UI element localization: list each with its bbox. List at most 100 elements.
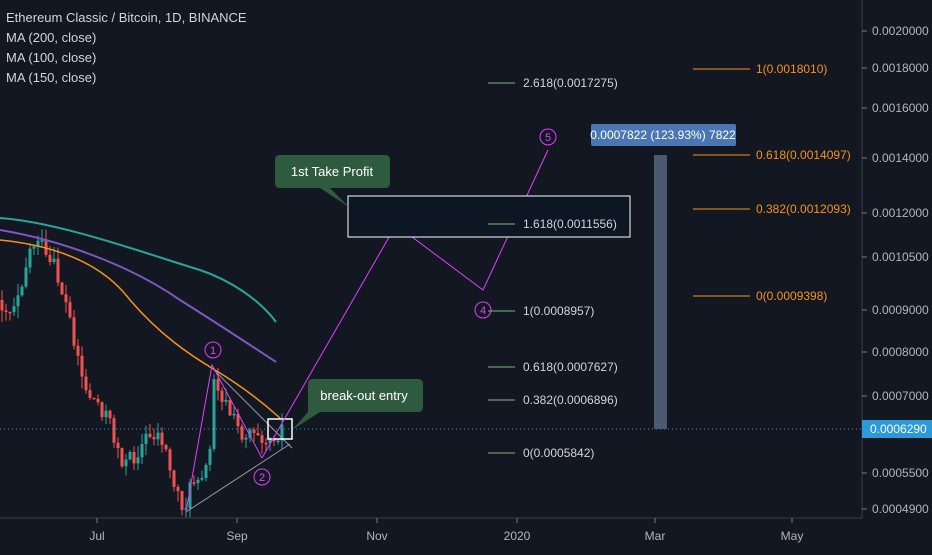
candle-body bbox=[0, 300, 4, 311]
take-profit-bubble bbox=[275, 155, 390, 207]
fib-right-label: 1(0.0018010) bbox=[756, 62, 827, 76]
take-profit-zone[interactable] bbox=[347, 195, 631, 238]
candle-body bbox=[188, 482, 192, 509]
candle-body bbox=[176, 486, 180, 492]
price-tick-label: 0.0018000 bbox=[872, 61, 929, 75]
price-tick-label: 0.0020000 bbox=[872, 24, 929, 38]
candle-body bbox=[200, 477, 204, 480]
time-tick-label: 2020 bbox=[504, 529, 531, 543]
candle-body bbox=[264, 442, 268, 445]
ma-100-line bbox=[0, 239, 281, 419]
candle-body bbox=[204, 464, 208, 478]
chart-legend: Ethereum Classic / Bitcoin, 1D, BINANCE … bbox=[6, 8, 247, 88]
take-profit-callout[interactable]: 1st Take Profit bbox=[275, 155, 390, 207]
candle-body bbox=[112, 418, 116, 443]
candle-body bbox=[72, 317, 76, 346]
candle-body bbox=[220, 390, 224, 402]
candle-body bbox=[236, 413, 240, 427]
measure-bar[interactable] bbox=[654, 155, 667, 429]
fib-right-label: 0(0.0009398) bbox=[756, 289, 827, 303]
candle-body bbox=[276, 440, 280, 443]
legend-ma-100[interactable]: MA (100, close) bbox=[6, 50, 97, 65]
current-price-tag[interactable] bbox=[862, 420, 932, 438]
ma-200-line bbox=[0, 217, 277, 323]
price-tick-label: 0.0012000 bbox=[872, 206, 929, 220]
candle-body bbox=[168, 449, 172, 471]
candle-body bbox=[272, 439, 276, 442]
candle-body bbox=[252, 429, 256, 433]
time-tick-label: May bbox=[781, 529, 804, 543]
candle-body bbox=[80, 355, 84, 377]
fib-left-label: 0.618(0.0007627) bbox=[523, 360, 618, 374]
candle-body bbox=[260, 435, 264, 443]
wave-label-4: 4 bbox=[480, 305, 486, 317]
time-tick-label: Nov bbox=[366, 529, 387, 543]
candle-body bbox=[144, 433, 148, 444]
candle-body bbox=[248, 429, 252, 438]
candle-body bbox=[208, 448, 212, 465]
legend-title[interactable]: Ethereum Classic / Bitcoin, 1D, BINANCE bbox=[6, 10, 247, 25]
candle-body bbox=[40, 240, 44, 242]
drawings-layer[interactable]: 123452.618(0.0017275)1.618(0.0011556)1(0… bbox=[0, 62, 862, 513]
fib-left-label: 1.618(0.0011556) bbox=[523, 217, 617, 231]
price-tick-label: 0.0010500 bbox=[872, 250, 929, 264]
candle-body bbox=[256, 432, 260, 436]
legend-ma-150[interactable]: MA (150, close) bbox=[6, 70, 97, 85]
candle-body bbox=[156, 432, 160, 440]
measure-label: 0.0007822 (123.93%) 7822 bbox=[590, 128, 736, 142]
support-trendline bbox=[185, 443, 291, 513]
fib-left-label: 0.382(0.0006896) bbox=[523, 393, 618, 407]
candle-body bbox=[136, 457, 140, 464]
price-tick-label: 0.0004900 bbox=[872, 502, 929, 516]
candle-body bbox=[24, 267, 28, 287]
wave-label-1: 1 bbox=[210, 345, 216, 357]
fib-right-label: 0.382(0.0012093) bbox=[756, 202, 851, 216]
wave-label-5: 5 bbox=[545, 132, 551, 144]
candle-body bbox=[84, 376, 88, 391]
entry-text: break-out entry bbox=[320, 388, 408, 403]
wave-path-early bbox=[185, 363, 263, 513]
entry-callout[interactable]: break-out entry bbox=[292, 379, 423, 430]
candle-body bbox=[196, 479, 200, 484]
candle-body bbox=[32, 246, 36, 249]
wave-circle-5[interactable] bbox=[539, 128, 557, 146]
wave-circle-1[interactable] bbox=[204, 341, 222, 359]
candle-body bbox=[244, 437, 248, 440]
candle-body bbox=[172, 470, 176, 487]
candle-body bbox=[100, 402, 104, 418]
candle-body bbox=[216, 379, 220, 391]
candle-body bbox=[16, 295, 20, 307]
candle-body bbox=[128, 451, 132, 460]
candle-body bbox=[88, 390, 92, 398]
wave-circle-2[interactable] bbox=[253, 468, 271, 486]
candle-body bbox=[104, 410, 108, 418]
fib-left-label: 0(0.0005842) bbox=[523, 446, 594, 460]
wave-circle-4[interactable] bbox=[474, 301, 492, 319]
candle-body bbox=[228, 399, 232, 416]
price-tick-label: 0.0009000 bbox=[872, 303, 929, 317]
candle-body bbox=[268, 439, 272, 444]
candle-body bbox=[64, 294, 68, 303]
candle-body bbox=[132, 451, 136, 464]
wave-label-2: 2 bbox=[259, 472, 265, 484]
moving-averages-layer bbox=[0, 217, 281, 419]
measure-label-box[interactable] bbox=[591, 124, 736, 146]
fib-right-label: 0.618(0.0014097) bbox=[756, 148, 851, 162]
candle-body bbox=[56, 258, 60, 283]
legend-ma-200[interactable]: MA (200, close) bbox=[6, 30, 97, 45]
candle-body bbox=[164, 444, 168, 450]
candle-body bbox=[12, 306, 16, 313]
candle-body bbox=[20, 286, 24, 296]
breakout-box[interactable] bbox=[267, 418, 293, 440]
candles-layer bbox=[0, 229, 284, 518]
candle-body bbox=[76, 345, 80, 356]
price-tick-label: 0.0005500 bbox=[872, 466, 929, 480]
candle-body bbox=[8, 311, 12, 314]
price-axis-panel[interactable] bbox=[862, 0, 932, 550]
candle-body bbox=[116, 442, 120, 449]
resistance-trendline bbox=[213, 369, 293, 449]
candle-body bbox=[52, 258, 56, 263]
time-tick-label: Mar bbox=[645, 529, 666, 543]
